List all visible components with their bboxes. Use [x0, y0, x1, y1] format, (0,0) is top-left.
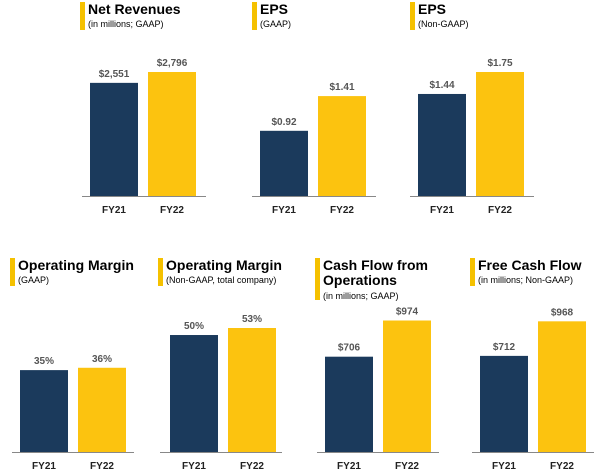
chart-panel: EPS (GAAP) $0.92 FY21 $1.41 FY22 [252, 0, 382, 220]
chart-panel: Free Cash Flow (in millions; Non-GAAP) $71… [470, 256, 596, 476]
chart-title: Free Cash Flow [478, 257, 582, 273]
chart-subtitle: (GAAP) [260, 19, 292, 29]
chart-panel: EPS (Non-GAAP) $1.44 FY21 $1.75 FY22 [410, 0, 540, 220]
chart-title: Operating Margin [18, 257, 134, 273]
x-tick-label: FY22 [488, 205, 512, 216]
data-label: $968 [551, 307, 574, 318]
chart-subtitle: (Non-GAAP) [418, 19, 469, 29]
bar-fy21 [260, 130, 308, 196]
chart-subtitle: (in millions; GAAP) [88, 19, 164, 29]
data-label: $2,796 [157, 58, 188, 69]
bar-fy22 [318, 96, 366, 196]
chart-subtitle: (Non-GAAP, total company) [166, 275, 277, 285]
bar-fy22 [148, 72, 196, 196]
data-label: $974 [396, 307, 419, 318]
bar-fy22 [78, 367, 126, 452]
x-tick-label: FY22 [550, 461, 574, 472]
chart-subtitle: (in millions; Non-GAAP) [478, 275, 574, 285]
title-accent-bar [252, 2, 257, 30]
x-tick-label: FY21 [32, 461, 56, 472]
bar-fy21 [170, 335, 218, 452]
bar-fy21 [90, 82, 138, 196]
chart-panel: Operating Margin (GAAP) 35% FY21 36% FY22 [10, 256, 140, 476]
data-label: 50% [184, 321, 204, 332]
data-label: $712 [493, 342, 516, 353]
bar-fy21 [480, 355, 528, 452]
bar-chart: $0.92 FY21 $1.41 FY22 [252, 82, 376, 216]
chart-panel: Operating Margin (Non-GAAP, total company… [158, 256, 288, 476]
bar-chart: 50% FY21 53% FY22 [160, 314, 282, 472]
chart-title: Operating Margin [166, 257, 282, 273]
data-label: $1.41 [329, 82, 354, 93]
x-tick-label: FY21 [337, 461, 361, 472]
data-label: 36% [92, 354, 112, 365]
bar-chart: $712 FY21 $968 FY22 [472, 307, 594, 472]
title-accent-bar [10, 258, 15, 286]
data-label: 53% [242, 314, 262, 325]
chart-panel: Cash Flow from Operations (in millions; G… [315, 256, 445, 476]
data-label: $2,551 [99, 69, 130, 80]
data-label: 35% [34, 356, 54, 367]
chart-title: EPS [418, 1, 447, 17]
bar-chart: $1.44 FY21 $1.75 FY22 [410, 58, 534, 216]
title-accent-bar [80, 2, 85, 30]
x-tick-label: FY21 [272, 205, 296, 216]
chart-subtitle: (in millions; GAAP) [323, 291, 399, 301]
chart-subtitle: (GAAP) [18, 275, 50, 285]
x-tick-label: FY22 [90, 461, 114, 472]
chart-title: EPS [260, 1, 289, 17]
data-label: $1.44 [429, 80, 454, 91]
bar-fy21 [20, 370, 68, 452]
title-accent-bar [158, 258, 163, 286]
data-label: $1.75 [487, 58, 512, 69]
x-tick-label: FY22 [395, 461, 419, 472]
x-tick-label: FY22 [160, 205, 184, 216]
chart-title: Cash Flow from Operations [323, 257, 429, 288]
x-tick-label: FY21 [102, 205, 126, 216]
title-accent-bar [315, 258, 320, 300]
bar-fy22 [383, 320, 431, 452]
bar-fy21 [418, 93, 466, 196]
title-accent-bar [470, 258, 475, 286]
bar-fy21 [325, 356, 373, 452]
x-tick-label: FY21 [430, 205, 454, 216]
title-accent-bar [410, 2, 415, 30]
data-label: $706 [338, 343, 361, 354]
chart-title: Net Revenues [88, 1, 181, 17]
data-label: $0.92 [271, 117, 296, 128]
bar-fy22 [228, 328, 276, 452]
x-tick-label: FY22 [240, 461, 264, 472]
bar-chart: $2,551 FY21 $2,796 FY22 [82, 58, 206, 216]
chart-panel: Net Revenues (in millions; GAAP) $2,551 FY2… [80, 0, 210, 220]
bar-fy22 [538, 321, 586, 452]
x-tick-label: FY22 [330, 205, 354, 216]
x-tick-label: FY21 [182, 461, 206, 472]
bar-fy22 [476, 72, 524, 196]
bar-chart: $706 FY21 $974 FY22 [317, 307, 439, 472]
x-tick-label: FY21 [492, 461, 516, 472]
bar-chart: 35% FY21 36% FY22 [12, 354, 134, 472]
